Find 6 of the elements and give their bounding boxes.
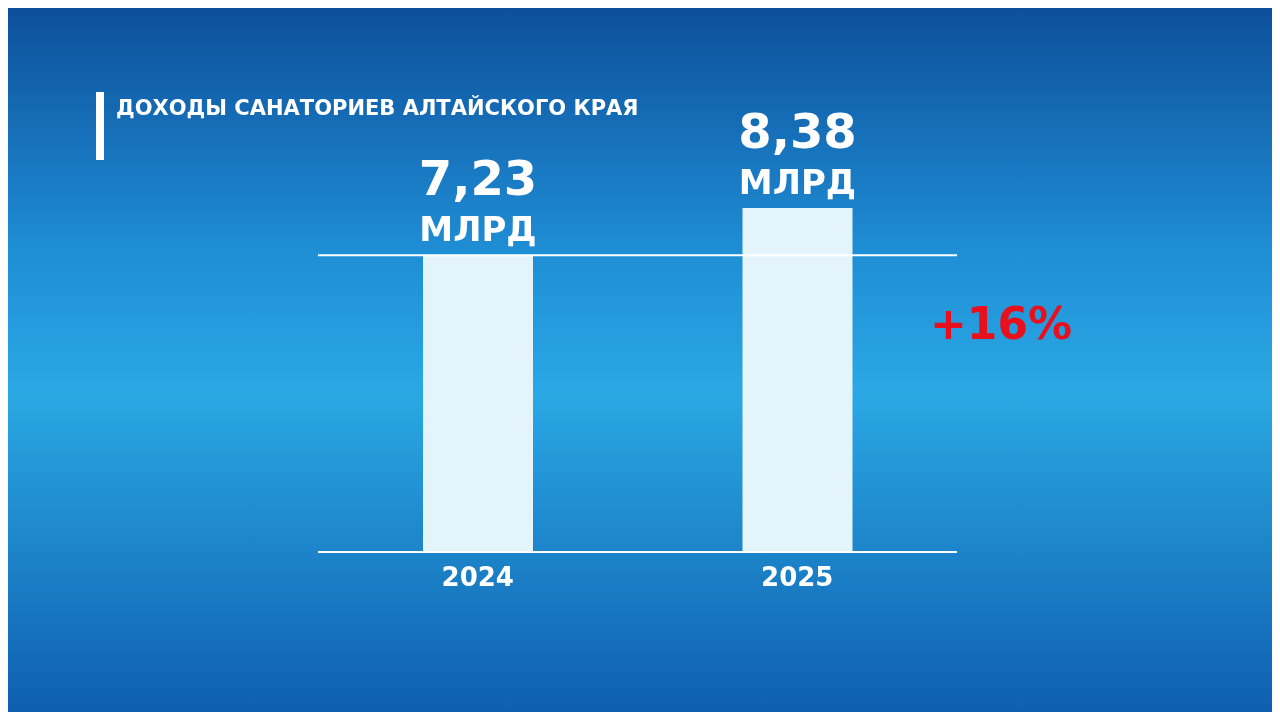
x-tick-label: 2025 [761,562,834,593]
x-tick-label: 2024 [441,562,514,593]
data-label: 7,23 МЛРД [418,150,538,250]
chart-title: ДОХОДЫ САНАТОРИЕВ АЛТАЙСКОГО КРАЯ [116,96,639,120]
annotation: +16% [930,298,1073,349]
data-label: 8,38 МЛРД [738,103,857,202]
